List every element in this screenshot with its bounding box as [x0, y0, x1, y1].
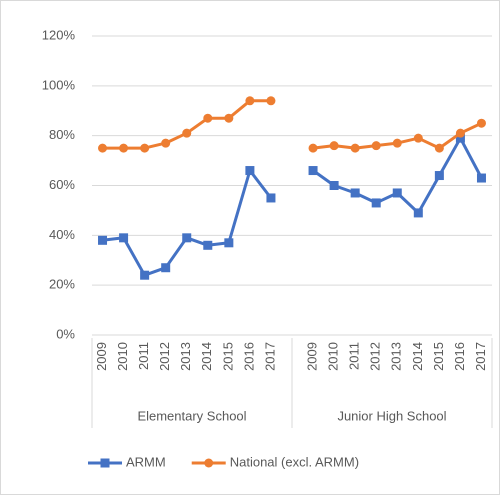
- x-tick-label: 2016: [241, 342, 256, 371]
- legend-label: ARMM: [126, 454, 166, 469]
- marker: [266, 193, 276, 203]
- x-tick-label: 2009: [94, 342, 109, 371]
- marker: [182, 128, 192, 138]
- marker: [98, 235, 108, 245]
- marker: [329, 181, 339, 190]
- marker: [455, 133, 465, 143]
- legend-label: National (excl. ARMM): [230, 454, 359, 469]
- marker: [308, 143, 318, 153]
- y-tick-label: 60%: [49, 177, 75, 192]
- y-tick-label: 40%: [49, 227, 75, 242]
- marker: [350, 188, 360, 198]
- y-tick-label: 120%: [42, 27, 76, 42]
- marker: [350, 143, 360, 153]
- marker: [161, 263, 171, 273]
- x-tick-label: 2014: [199, 342, 214, 371]
- x-tick-label: 2017: [262, 342, 277, 371]
- x-tick-label: 2017: [473, 342, 488, 371]
- marker: [392, 138, 402, 148]
- y-tick-label: 20%: [49, 277, 75, 292]
- marker: [98, 143, 108, 153]
- marker: [119, 143, 129, 153]
- marker: [100, 458, 110, 468]
- marker: [371, 141, 381, 151]
- marker: [182, 233, 192, 243]
- group-label: Junior High School: [337, 408, 446, 423]
- marker: [161, 138, 171, 148]
- marker: [224, 238, 234, 248]
- x-tick-label: 2009: [304, 342, 319, 371]
- marker: [476, 173, 486, 183]
- marker: [476, 118, 486, 128]
- marker: [308, 166, 318, 176]
- x-tick-label: 2015: [431, 342, 446, 371]
- x-tick-label: 2013: [389, 342, 404, 371]
- marker: [245, 96, 255, 106]
- marker: [329, 141, 339, 151]
- legend-item: ARMM: [88, 454, 166, 469]
- x-tick-label: 2011: [347, 342, 362, 370]
- legend-item: National (excl. ARMM): [191, 454, 359, 469]
- x-tick-label: 2013: [178, 342, 193, 371]
- marker: [413, 208, 423, 218]
- x-tick-label: 2012: [157, 342, 172, 371]
- marker: [224, 113, 234, 123]
- marker: [119, 233, 129, 243]
- x-tick-label: 2010: [115, 342, 130, 371]
- marker: [413, 133, 423, 143]
- group-label: Elementary School: [137, 408, 246, 423]
- x-tick-label: 2016: [452, 342, 467, 371]
- marker: [203, 240, 213, 250]
- y-tick-label: 0%: [56, 326, 75, 341]
- x-tick-label: 2010: [326, 342, 341, 371]
- x-tick-label: 2012: [368, 342, 383, 371]
- marker: [140, 270, 150, 280]
- marker: [392, 188, 402, 198]
- marker: [455, 128, 465, 138]
- marker: [204, 458, 214, 468]
- marker: [245, 166, 255, 176]
- marker: [266, 96, 276, 106]
- x-tick-label: 2011: [136, 342, 151, 370]
- x-tick-label: 2015: [220, 342, 235, 371]
- marker: [434, 143, 444, 153]
- marker: [203, 113, 213, 123]
- x-tick-label: 2014: [410, 342, 425, 371]
- marker: [140, 143, 150, 153]
- marker: [434, 171, 444, 181]
- y-tick-label: 100%: [42, 77, 76, 92]
- marker: [371, 198, 381, 208]
- y-tick-label: 80%: [49, 127, 75, 142]
